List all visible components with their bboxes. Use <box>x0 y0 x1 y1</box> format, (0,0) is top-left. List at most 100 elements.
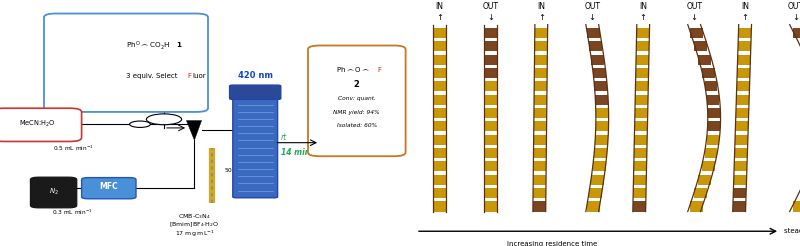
FancyBboxPatch shape <box>484 55 497 65</box>
FancyBboxPatch shape <box>433 135 446 145</box>
FancyBboxPatch shape <box>589 188 602 198</box>
FancyBboxPatch shape <box>634 148 647 158</box>
FancyBboxPatch shape <box>698 175 711 185</box>
FancyBboxPatch shape <box>433 28 446 38</box>
Text: ↑: ↑ <box>640 13 646 22</box>
FancyBboxPatch shape <box>484 41 497 51</box>
FancyBboxPatch shape <box>484 94 497 105</box>
FancyBboxPatch shape <box>705 148 718 158</box>
Text: OUT: OUT <box>686 2 702 11</box>
Text: OUT: OUT <box>584 2 600 11</box>
FancyBboxPatch shape <box>734 175 746 185</box>
FancyBboxPatch shape <box>636 68 649 78</box>
FancyBboxPatch shape <box>534 121 546 131</box>
Text: CMB-C$_3$N$_4$: CMB-C$_3$N$_4$ <box>178 212 211 221</box>
FancyBboxPatch shape <box>636 55 649 65</box>
FancyBboxPatch shape <box>230 85 281 99</box>
FancyBboxPatch shape <box>706 94 719 105</box>
FancyBboxPatch shape <box>433 188 446 198</box>
FancyBboxPatch shape <box>694 41 707 51</box>
FancyBboxPatch shape <box>596 108 609 118</box>
FancyBboxPatch shape <box>484 68 497 78</box>
Text: Increasing residence time: Increasing residence time <box>506 241 597 246</box>
FancyBboxPatch shape <box>694 188 707 198</box>
FancyBboxPatch shape <box>634 121 647 131</box>
FancyBboxPatch shape <box>484 121 497 131</box>
FancyBboxPatch shape <box>433 68 446 78</box>
FancyBboxPatch shape <box>308 46 406 156</box>
FancyBboxPatch shape <box>635 94 648 105</box>
Text: [Bmim]BF$_4$·H$_2$O: [Bmim]BF$_4$·H$_2$O <box>170 221 219 230</box>
FancyBboxPatch shape <box>737 81 750 91</box>
Text: rt: rt <box>281 133 287 142</box>
FancyBboxPatch shape <box>635 81 648 91</box>
FancyBboxPatch shape <box>634 161 646 171</box>
FancyBboxPatch shape <box>595 94 608 105</box>
Text: $N_2$: $N_2$ <box>49 187 58 198</box>
Text: luor: luor <box>192 73 206 79</box>
FancyBboxPatch shape <box>634 175 646 185</box>
FancyBboxPatch shape <box>734 161 747 171</box>
FancyBboxPatch shape <box>636 41 649 51</box>
FancyBboxPatch shape <box>591 175 604 185</box>
FancyBboxPatch shape <box>736 108 749 118</box>
Text: 420 nm: 420 nm <box>238 71 273 79</box>
FancyBboxPatch shape <box>635 108 648 118</box>
Text: ↓: ↓ <box>487 13 494 22</box>
FancyBboxPatch shape <box>593 161 606 171</box>
FancyBboxPatch shape <box>587 28 600 38</box>
FancyBboxPatch shape <box>735 135 748 145</box>
FancyBboxPatch shape <box>533 201 546 212</box>
FancyBboxPatch shape <box>706 135 719 145</box>
FancyBboxPatch shape <box>433 148 446 158</box>
Text: OUT: OUT <box>788 2 800 11</box>
FancyBboxPatch shape <box>484 148 497 158</box>
Text: ↑: ↑ <box>742 13 749 22</box>
FancyBboxPatch shape <box>587 201 600 212</box>
Text: 0.3 mL min$^{-1}$: 0.3 mL min$^{-1}$ <box>51 208 93 217</box>
Text: ↓: ↓ <box>589 13 596 22</box>
FancyBboxPatch shape <box>690 28 702 38</box>
FancyBboxPatch shape <box>591 55 604 65</box>
FancyBboxPatch shape <box>735 121 748 131</box>
FancyBboxPatch shape <box>738 68 750 78</box>
FancyBboxPatch shape <box>793 201 800 212</box>
FancyBboxPatch shape <box>484 201 497 212</box>
FancyBboxPatch shape <box>433 175 446 185</box>
FancyBboxPatch shape <box>484 175 497 185</box>
Text: IN: IN <box>435 2 443 11</box>
FancyBboxPatch shape <box>708 108 721 118</box>
FancyBboxPatch shape <box>44 14 208 112</box>
FancyBboxPatch shape <box>702 161 714 171</box>
Text: ↑: ↑ <box>538 13 545 22</box>
FancyBboxPatch shape <box>433 121 446 131</box>
FancyBboxPatch shape <box>690 201 702 212</box>
FancyBboxPatch shape <box>484 135 497 145</box>
Text: F: F <box>187 73 191 79</box>
FancyBboxPatch shape <box>533 188 546 198</box>
FancyBboxPatch shape <box>433 81 446 91</box>
FancyBboxPatch shape <box>0 108 82 141</box>
FancyBboxPatch shape <box>589 41 602 51</box>
FancyBboxPatch shape <box>702 68 714 78</box>
Text: MeCN:H$_2$O: MeCN:H$_2$O <box>18 119 55 129</box>
FancyBboxPatch shape <box>484 108 497 118</box>
FancyBboxPatch shape <box>433 108 446 118</box>
Text: F: F <box>378 67 382 73</box>
FancyBboxPatch shape <box>594 148 607 158</box>
FancyBboxPatch shape <box>433 201 446 212</box>
FancyBboxPatch shape <box>596 121 609 131</box>
FancyBboxPatch shape <box>484 81 497 91</box>
FancyBboxPatch shape <box>734 148 747 158</box>
Circle shape <box>130 121 150 127</box>
FancyBboxPatch shape <box>634 135 647 145</box>
Text: ↑: ↑ <box>436 13 443 22</box>
Polygon shape <box>186 121 202 140</box>
Text: 14 min: 14 min <box>281 148 310 157</box>
Text: Conv: quant.: Conv: quant. <box>338 96 376 101</box>
Text: OUT: OUT <box>482 2 498 11</box>
FancyBboxPatch shape <box>593 68 606 78</box>
Text: IN: IN <box>639 2 647 11</box>
FancyBboxPatch shape <box>637 28 650 38</box>
FancyBboxPatch shape <box>793 28 800 38</box>
